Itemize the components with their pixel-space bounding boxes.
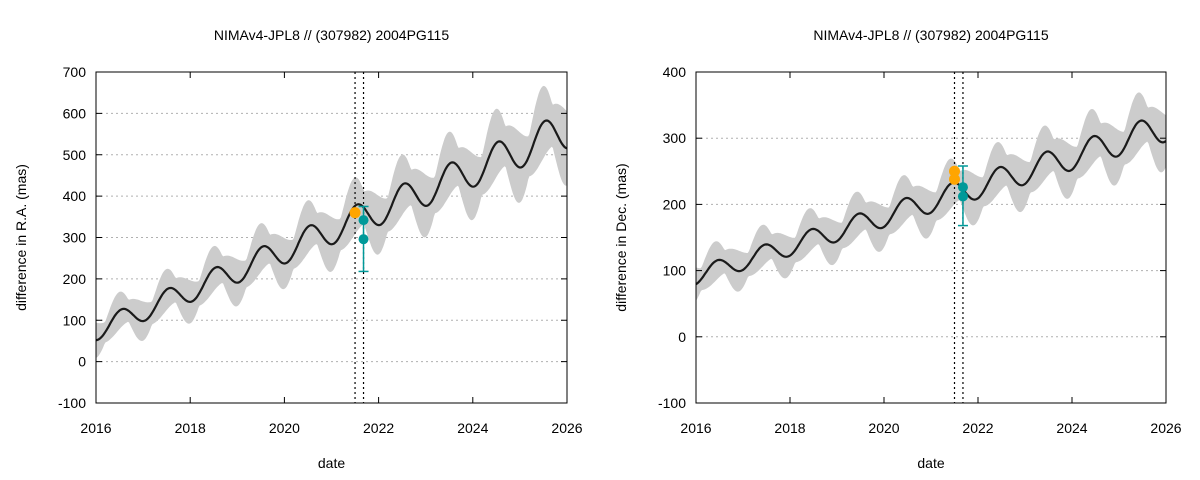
model-line [95, 119, 568, 342]
x-tick-label: 2022 [363, 420, 394, 436]
x-tick-label: 2022 [962, 420, 993, 436]
uncertainty-band [696, 92, 1166, 301]
model-line [695, 119, 1167, 286]
y-axis-label: difference in Dec. (mas) [613, 163, 629, 311]
y-tick-label: -100 [658, 395, 686, 411]
observation-point-teal [957, 191, 968, 202]
x-tick-label: 2020 [269, 420, 300, 436]
chart-panel-1: -100 0 100 200 300 400 500 600 700 2016 2018 2020 20… [13, 27, 583, 471]
x-tick-label: 2016 [80, 420, 111, 436]
x-tick-label: 2026 [551, 420, 582, 436]
x-axis-label: date [318, 455, 345, 471]
uncertainty-band [96, 85, 567, 358]
observation-point-teal [957, 182, 968, 193]
x-tick-label: 2020 [868, 420, 899, 436]
y-tick-label: 200 [663, 196, 687, 212]
y-tick-label: 600 [63, 105, 87, 121]
y-axis-label: difference in R.A. (mas) [13, 164, 29, 311]
y-tick-label: 300 [663, 130, 687, 146]
x-tick-label: 2026 [1150, 420, 1181, 436]
plot-frame [695, 71, 1167, 404]
x-tick-label: 2018 [774, 420, 805, 436]
y-tick-label: 300 [63, 230, 87, 246]
x-tick-label: 2016 [680, 420, 711, 436]
y-tick-label: 200 [63, 271, 87, 287]
y-tick-label: -100 [58, 395, 86, 411]
observation-point-teal [358, 234, 369, 245]
y-tick-label: 0 [78, 354, 86, 370]
observation-point-orange [949, 165, 960, 177]
observation-point-teal [358, 215, 369, 226]
y-tick-label: 500 [63, 147, 87, 163]
x-tick-label: 2018 [175, 420, 206, 436]
y-tick-label: 0 [678, 329, 686, 345]
y-tick-label: 100 [63, 312, 87, 328]
chart-panel-2: -100 0 100 200 300 400 2016 2018 2020 2022 2024 202… [613, 27, 1182, 471]
x-tick-label: 2024 [1056, 420, 1087, 436]
y-tick-label: 400 [63, 188, 87, 204]
y-tick-label: 700 [63, 64, 87, 80]
observation-point-orange [949, 173, 960, 185]
chart-title: NIMAv4-JPL8 // (307982) 2004PG115 [813, 27, 1049, 43]
x-axis-label: date [917, 455, 944, 471]
y-tick-label: 400 [663, 64, 687, 80]
x-tick-label: 2024 [457, 420, 488, 436]
y-tick-label: 100 [663, 263, 687, 279]
chart-title: NIMAv4-JPL8 // (307982) 2004PG115 [214, 27, 450, 43]
observation-point-orange [349, 207, 361, 219]
